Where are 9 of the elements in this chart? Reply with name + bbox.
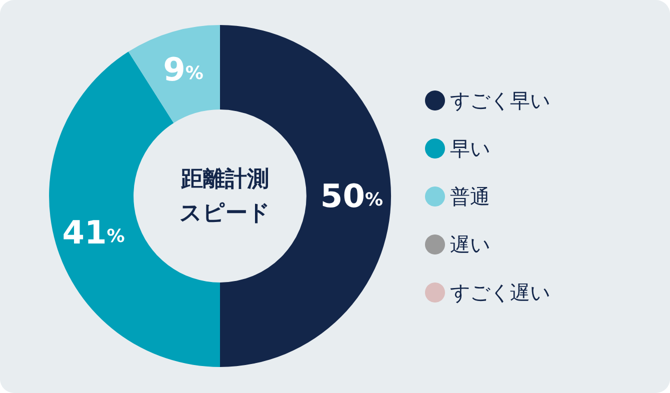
data-label: 41% (62, 214, 125, 252)
legend-label: 早い (450, 136, 490, 160)
data-label: 9% (163, 50, 204, 89)
text: 距離計測スピード (180, 167, 270, 226)
legend-label: すごく遅い (450, 280, 550, 304)
legend-label: すごく早い (450, 88, 550, 112)
data-label: 50% (320, 177, 383, 215)
legend-label: 遅い (450, 232, 490, 256)
legend-label: 普通 (450, 184, 490, 208)
